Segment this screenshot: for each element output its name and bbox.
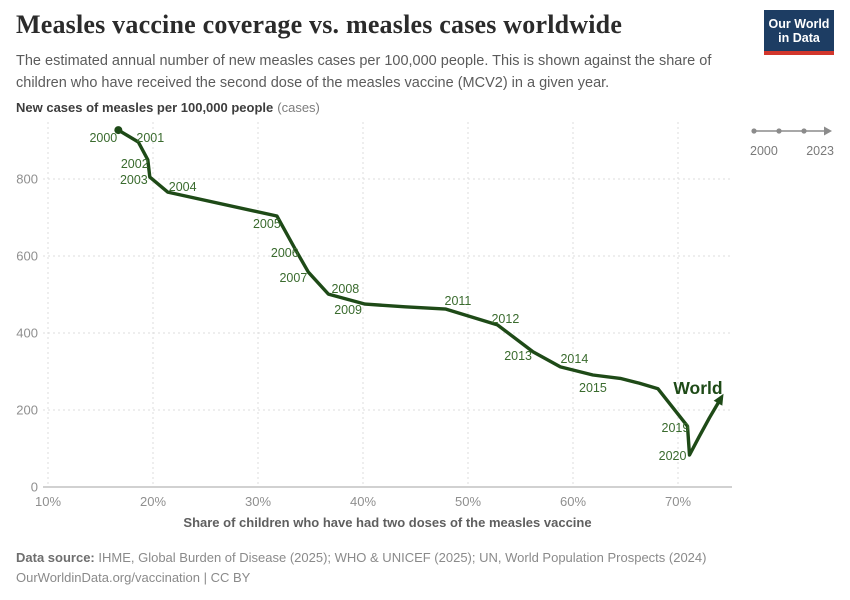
chart-svg: 10% 20% 30% 40% 50% 60% 70% 0 200 400 600 800 Share … — [16, 122, 732, 530]
x-tick-label: 70% — [665, 494, 691, 509]
year-label: 2005 — [253, 217, 281, 231]
y-tick-label: 0 — [31, 480, 38, 495]
year-label: 2011 — [445, 294, 472, 308]
y-axis-unit: (cases) — [277, 100, 320, 115]
y-tick-label: 600 — [16, 249, 38, 264]
year-label: 2004 — [169, 180, 197, 194]
owid-logo-line1: Our World — [768, 17, 830, 31]
chart-subtitle: The estimated annual number of new measl… — [16, 53, 712, 91]
year-label: 2008 — [331, 282, 359, 296]
chart-area: 10% 20% 30% 40% 50% 60% 70% 0 200 400 600 800 Share … — [16, 122, 732, 530]
y-tick-label: 800 — [16, 172, 38, 187]
year-label: 2007 — [279, 271, 307, 285]
series-end-annotation: World — [673, 378, 722, 398]
y-tick-label: 200 — [16, 403, 38, 418]
series-line-world[interactable] — [116, 128, 724, 457]
y-tick-label: 400 — [16, 326, 38, 341]
x-tick-label: 40% — [350, 494, 376, 509]
series-start-dot — [114, 126, 123, 135]
year-label: 2020 — [659, 449, 687, 463]
x-tick-label: 30% — [245, 494, 271, 509]
timeline-end-label: 2023 — [806, 144, 834, 158]
x-tick-label: 60% — [560, 494, 586, 509]
timeline-icon — [751, 126, 832, 136]
year-label: 2012 — [491, 312, 519, 326]
data-source-line: Data source: IHME, Global Burden of Dise… — [16, 550, 706, 565]
year-label: 2006 — [271, 246, 299, 260]
year-label: 2014 — [560, 352, 588, 366]
citation-line[interactable]: OurWorldinData.org/vaccination | CC BY — [16, 570, 251, 585]
page-title: Measles vaccine coverage vs. measles cas… — [16, 10, 623, 39]
x-tick-label: 20% — [140, 494, 166, 509]
year-label: 2013 — [504, 349, 532, 363]
timeline-start-label: 2000 — [750, 144, 778, 158]
year-label: 2000 — [89, 131, 117, 145]
year-label: 2009 — [334, 303, 362, 317]
footer: Data source: IHME, Global Burden of Dise… — [16, 548, 834, 588]
year-label: 2003 — [120, 173, 148, 187]
year-label: 2001 — [136, 131, 164, 145]
owid-logo-line2: in Data — [778, 31, 820, 45]
year-label: 2015 — [579, 381, 607, 395]
y-axis-title: New cases of measles per 100,000 people(… — [16, 100, 320, 115]
timeline-widget[interactable]: 2000 2023 — [750, 124, 834, 158]
year-label: 2002 — [121, 157, 149, 171]
data-source-label: Data source: — [16, 550, 95, 565]
x-axis-title: Share of children who have had two doses… — [183, 515, 591, 530]
x-tick-label: 50% — [455, 494, 481, 509]
data-source-text: IHME, Global Burden of Disease (2025); W… — [94, 550, 707, 565]
x-tick-label: 10% — [35, 494, 61, 509]
year-label: 2019 — [662, 421, 690, 435]
owid-logo[interactable]: Our World in Data — [764, 10, 834, 55]
